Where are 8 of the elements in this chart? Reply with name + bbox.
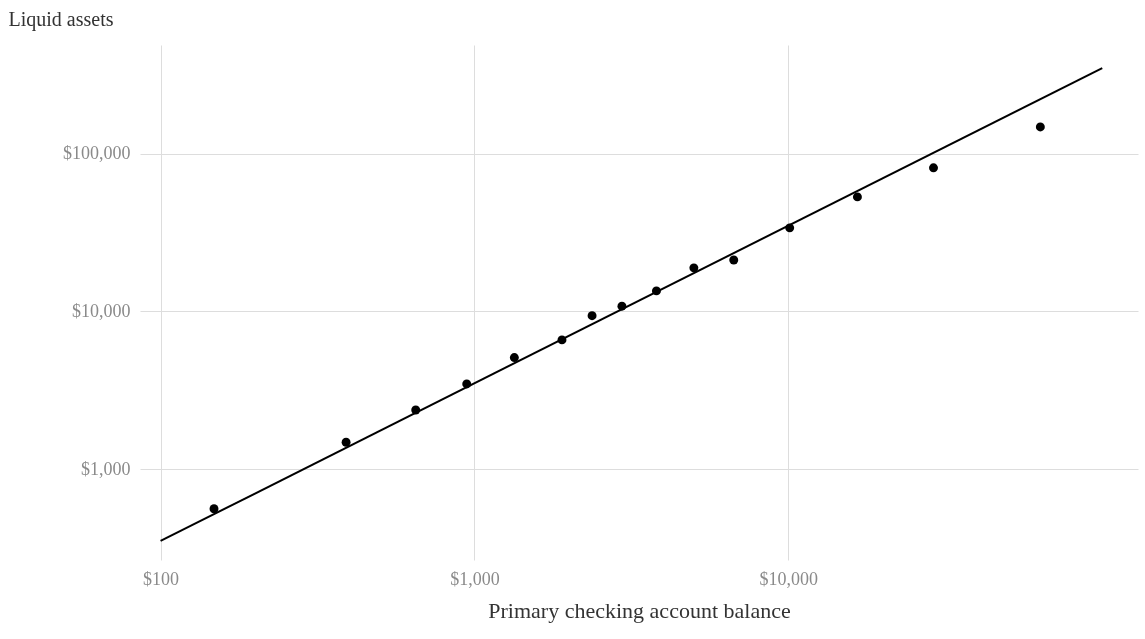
x-tick-label: $10,000 — [759, 568, 819, 589]
y-tick-label: $100,000 — [63, 143, 131, 164]
x-axis-title: Primary checking account balance — [488, 597, 791, 623]
x-tick-label: $100 — [143, 568, 180, 589]
y-tick-label: $1,000 — [81, 458, 131, 479]
y-tick-label: $10,000 — [72, 300, 131, 321]
y-axis-title: Liquid assets — [8, 7, 114, 31]
x-tick-label: $1,000 — [450, 568, 500, 589]
